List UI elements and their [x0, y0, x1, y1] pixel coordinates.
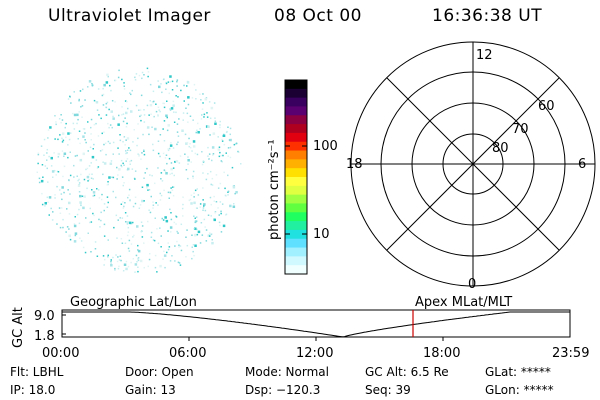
footer-glon: GLon: ***** [485, 383, 554, 397]
colorbar-block [285, 265, 307, 275]
polar-plot [350, 41, 596, 287]
colorbar-block [285, 256, 307, 266]
colorbar-block [285, 97, 307, 107]
colorbar-block [285, 150, 307, 160]
footer-seq: Seq: 39 [365, 383, 411, 397]
footer-glat: GLat: ***** [485, 365, 551, 379]
timeline-xtick-1200: 12:00 [296, 346, 333, 361]
polar-label-18: 18 [346, 157, 363, 172]
colorbar-block [285, 221, 307, 231]
footer-flt: Flt: LBHL [10, 365, 64, 379]
timeline-left-title: Geographic Lat/Lon [70, 295, 197, 310]
timeline-xtick-2359: 23:59 [552, 346, 589, 361]
timeline-xtick-0600: 06:00 [169, 346, 206, 361]
timeline-xtick-1800: 18:00 [423, 346, 460, 361]
colorbar-block [285, 141, 307, 152]
polar-label-0: 0 [468, 277, 476, 292]
polar-lat-80: 80 [492, 141, 509, 156]
polar-lat-60: 60 [538, 99, 555, 114]
observation-time: 16:36:38 UT [432, 6, 543, 26]
colorbar-block [285, 238, 307, 249]
colorbar-block [285, 212, 307, 222]
colorbar-block [285, 203, 307, 213]
footer-dsp: Dsp: −120.3 [245, 383, 321, 397]
colorbar-block [285, 247, 307, 257]
polar-label-6: 6 [578, 157, 586, 172]
uv-image-disc [36, 67, 242, 273]
colorbar-block [285, 132, 307, 143]
timeline-right-title: Apex MLat/MLT [415, 295, 512, 310]
app-title: Ultraviolet Imager [48, 6, 211, 26]
footer-ip: IP: 18.0 [10, 383, 56, 397]
observation-date: 08 Oct 00 [274, 6, 362, 26]
colorbar-block [285, 115, 307, 125]
colorbar-block [285, 88, 307, 99]
footer-mode: Mode: Normal [245, 365, 329, 379]
colorbar-block [285, 185, 307, 196]
timeline-ytick-low: 1.8 [34, 329, 55, 344]
colorbar-block [285, 177, 307, 187]
colorbar-block [285, 194, 307, 204]
colorbar-block [285, 159, 307, 169]
color-bar: 100 10 photon cm⁻²s⁻¹ [267, 79, 338, 275]
footer-door: Door: Open [125, 365, 194, 379]
colorbar-tick-100: 100 [313, 139, 338, 154]
footer-gain: Gain: 13 [125, 383, 176, 397]
colorbar-block [285, 106, 307, 116]
altitude-timeline [61, 309, 571, 341]
colorbar-block [285, 80, 307, 90]
colorbar-block [285, 168, 307, 178]
timeline-ylabel: GC Alt [11, 307, 26, 348]
polar-lat-70: 70 [512, 122, 529, 137]
footer-gc-alt: GC Alt: 6.5 Re [365, 365, 449, 379]
colorbar-unit-label: photon cm⁻²s⁻¹ [267, 139, 282, 240]
colorbar-tick-10: 10 [313, 227, 330, 242]
colorbar-block [285, 229, 307, 240]
timeline-ytick-high: 9.0 [34, 309, 55, 324]
timeline-xtick-0000: 00:00 [42, 346, 79, 361]
polar-label-12: 12 [476, 48, 493, 63]
colorbar-block [285, 124, 307, 134]
